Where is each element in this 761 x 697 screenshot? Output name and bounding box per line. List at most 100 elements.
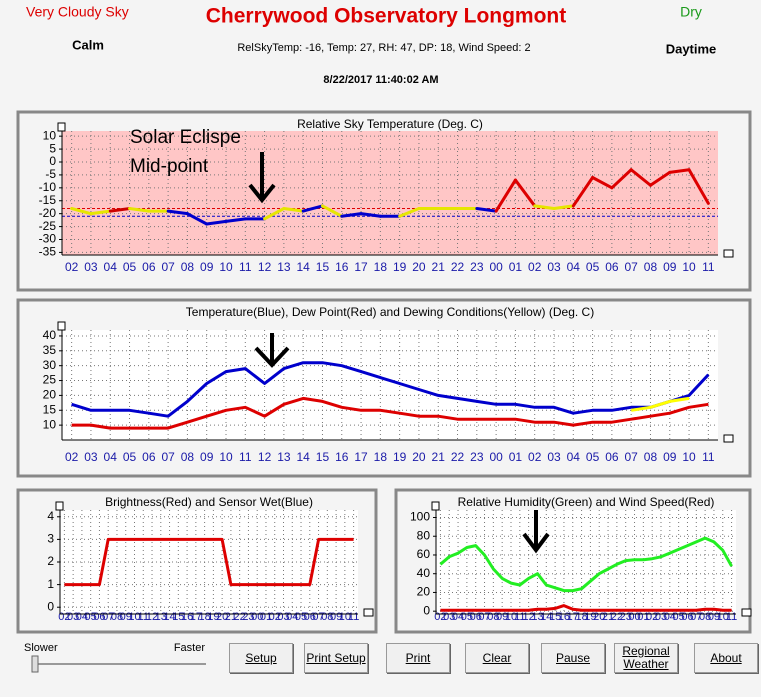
line-segment xyxy=(108,207,132,213)
x-tick-label: 04 xyxy=(567,450,581,464)
data-line xyxy=(440,604,732,612)
arrow xyxy=(254,333,290,368)
x-tick-label: 11 xyxy=(348,611,359,623)
x-tick-label: 09 xyxy=(200,450,214,464)
x-tick-label: 10 xyxy=(219,260,233,274)
x-tick-label: 03 xyxy=(547,260,561,274)
x-tick-label: 10 xyxy=(682,450,696,464)
scroll-marker xyxy=(55,501,64,511)
x-tick-label: 20 xyxy=(412,260,426,274)
daylight-status: Daytime xyxy=(666,41,717,56)
x-tick-label: 05 xyxy=(123,260,137,274)
button[interactable]: Setup xyxy=(229,643,293,673)
x-tick-label: 18 xyxy=(374,260,388,274)
x-tick-label: 03 xyxy=(84,450,98,464)
y-tick-label: -30 xyxy=(39,232,57,246)
x-tick-label: 05 xyxy=(123,450,137,464)
x-tick-label: 10 xyxy=(219,450,233,464)
x-tick-label: 13 xyxy=(277,260,291,274)
x-tick-label: 06 xyxy=(605,260,619,274)
x-tick-label: 11 xyxy=(702,450,715,464)
x-tick-label: 23 xyxy=(470,260,484,274)
rain-status: Dry xyxy=(680,4,702,20)
x-tick-label: 15 xyxy=(316,450,330,464)
line-segment xyxy=(591,176,614,190)
slider-thumb[interactable] xyxy=(31,655,39,673)
x-tick-label: 13 xyxy=(277,450,291,464)
x-tick-label: 23 xyxy=(470,450,484,464)
x-tick-label: 03 xyxy=(547,450,561,464)
button[interactable]: Print xyxy=(386,643,450,673)
plot-area xyxy=(436,510,736,614)
x-tick-label: 16 xyxy=(335,450,349,464)
y-tick-label: 80 xyxy=(417,528,431,542)
wind-status: Calm xyxy=(72,37,104,52)
line-segment xyxy=(494,178,517,213)
annotation: Mid-point xyxy=(130,156,209,177)
line-segment xyxy=(263,207,286,221)
arrow xyxy=(522,510,550,554)
button[interactable]: About xyxy=(694,643,758,673)
line-segment xyxy=(668,168,691,174)
button[interactable]: Regional Weather xyxy=(614,643,678,673)
x-tick-label: 06 xyxy=(142,450,156,464)
chart-title: Brightness(Red) and Sensor Wet(Blue) xyxy=(105,495,313,509)
x-tick-label: 20 xyxy=(412,450,426,464)
y-tick-label: 30 xyxy=(43,358,57,372)
line-segment xyxy=(224,217,247,223)
button[interactable]: Pause xyxy=(541,643,605,673)
scroll-marker xyxy=(723,249,734,258)
x-tick-label: 02 xyxy=(65,260,79,274)
y-tick-label: 60 xyxy=(417,547,431,561)
y-tick-label: 40 xyxy=(43,328,57,342)
y-tick-label: 10 xyxy=(43,417,57,431)
button[interactable]: Clear xyxy=(465,643,529,673)
x-tick-label: 00 xyxy=(489,450,503,464)
y-tick-label: 100 xyxy=(410,510,430,524)
x-tick-label: 22 xyxy=(451,260,465,274)
x-tick-label: 07 xyxy=(624,450,638,464)
button[interactable]: Print Setup xyxy=(304,643,368,673)
x-tick-label: 02 xyxy=(528,450,542,464)
x-tick-label: 09 xyxy=(200,260,214,274)
x-tick-label: 11 xyxy=(726,611,737,623)
x-tick-label: 08 xyxy=(644,260,658,274)
scroll-marker xyxy=(363,608,374,617)
line-segment xyxy=(398,207,421,218)
y-tick-label: -35 xyxy=(39,245,57,259)
line-segment xyxy=(475,207,498,213)
x-tick-label: 06 xyxy=(142,260,156,274)
x-tick-label: 17 xyxy=(354,450,368,464)
line-segment xyxy=(533,204,556,210)
x-tick-label: 01 xyxy=(509,260,523,274)
y-tick-label: -10 xyxy=(39,180,57,194)
y-tick-label: -25 xyxy=(39,219,57,233)
x-tick-label: 12 xyxy=(258,260,272,274)
annotation: Solar Eclispe xyxy=(130,127,241,148)
x-tick-label: 04 xyxy=(567,260,581,274)
y-tick-label: 4 xyxy=(47,509,54,523)
line-segment xyxy=(687,168,710,205)
x-tick-label: 07 xyxy=(161,260,175,274)
x-tick-label: 10 xyxy=(682,260,696,274)
data-line xyxy=(64,537,354,587)
x-tick-label: 04 xyxy=(104,450,118,464)
slider-min-label: Slower xyxy=(24,642,58,654)
status-line: RelSkyTemp: -16, Temp: 27, RH: 47, DP: 1… xyxy=(237,42,530,54)
x-tick-label: 06 xyxy=(605,450,619,464)
x-tick-label: 07 xyxy=(161,450,175,464)
line-segment xyxy=(629,168,652,187)
x-tick-label: 11 xyxy=(138,611,149,623)
x-tick-label: 03 xyxy=(84,260,98,274)
y-tick-label: 20 xyxy=(417,585,431,599)
x-tick-label: 22 xyxy=(451,450,465,464)
line-segment xyxy=(320,204,344,218)
scroll-marker xyxy=(57,321,66,331)
data-line xyxy=(439,536,733,593)
line-segment xyxy=(128,207,151,213)
x-tick-label: 07 xyxy=(624,260,638,274)
data-line xyxy=(71,396,709,430)
y-tick-label: 0 xyxy=(47,599,54,613)
